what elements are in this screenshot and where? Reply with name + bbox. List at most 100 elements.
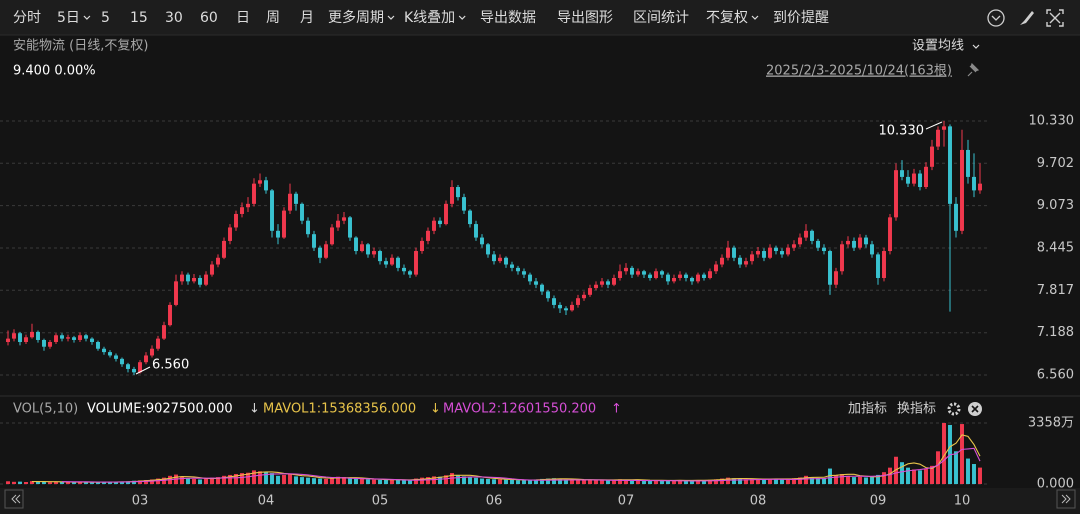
volume-bar bbox=[504, 479, 508, 484]
volume-bar bbox=[438, 476, 442, 484]
toolbar-item[interactable]: 15 bbox=[130, 10, 148, 26]
toolbar-item[interactable]: 到价提醒 bbox=[773, 10, 829, 26]
candle-body bbox=[294, 193, 298, 204]
volume-bar bbox=[966, 458, 970, 484]
fullscreen-icon bbox=[1046, 9, 1064, 27]
toolbar-item[interactable]: 分时 bbox=[13, 10, 41, 26]
ma-setting-button[interactable]: 设置均线 bbox=[912, 39, 980, 54]
indicator-arrow: ↓ bbox=[249, 402, 260, 417]
volume-bar bbox=[678, 480, 682, 484]
volume-bar bbox=[534, 479, 538, 484]
candle-body bbox=[840, 244, 844, 272]
candle-body bbox=[168, 304, 172, 326]
collapse-button[interactable] bbox=[987, 9, 1005, 27]
candle-body bbox=[600, 281, 604, 285]
ma-setting: 设置均线 bbox=[912, 39, 964, 54]
volume-bar bbox=[240, 473, 244, 484]
volume-bar bbox=[570, 479, 574, 484]
candle-body bbox=[354, 237, 358, 252]
candle-body bbox=[792, 244, 796, 248]
candle-body bbox=[144, 355, 148, 363]
candle-body bbox=[828, 251, 832, 285]
candle-body bbox=[516, 267, 520, 272]
pin-icon[interactable] bbox=[967, 62, 980, 77]
candle-body bbox=[468, 210, 472, 225]
volume-bar bbox=[192, 478, 196, 484]
volume-bar bbox=[276, 475, 280, 484]
volume-bar bbox=[642, 480, 646, 484]
toolbar-item[interactable]: 区间统计 bbox=[633, 10, 689, 26]
volume-bar bbox=[318, 478, 322, 484]
volume-bar bbox=[942, 422, 946, 484]
x-tick-label: 07 bbox=[618, 494, 635, 509]
candle-body bbox=[756, 251, 760, 255]
volume-bar bbox=[72, 482, 76, 484]
candle-body bbox=[882, 251, 886, 278]
toolbar-item[interactable]: 5日 bbox=[57, 10, 80, 26]
volume-bar bbox=[468, 477, 472, 484]
candle-body bbox=[90, 338, 94, 342]
volume-bar bbox=[702, 480, 706, 484]
indicator-settings[interactable] bbox=[947, 402, 961, 416]
volume-bar bbox=[726, 477, 730, 484]
toolbar-item[interactable]: 60 bbox=[200, 10, 218, 26]
volume-bar bbox=[432, 476, 436, 484]
toolbar-item[interactable]: 导出数据 bbox=[480, 10, 536, 26]
volume-bar bbox=[606, 480, 610, 484]
volume-bar bbox=[480, 478, 484, 484]
toolbar-item[interactable]: 导出图形 bbox=[557, 10, 613, 26]
candle-body bbox=[810, 230, 814, 241]
volume-bar bbox=[222, 475, 226, 484]
toolbar-item[interactable]: 5 bbox=[101, 10, 110, 26]
x-tick-label: 10 bbox=[954, 494, 971, 509]
toolbar-item[interactable]: 日 bbox=[236, 10, 250, 26]
candle-body bbox=[510, 264, 514, 268]
indicator-button[interactable]: 加指标 bbox=[848, 402, 887, 417]
toolbar-item[interactable]: 月 bbox=[300, 10, 314, 26]
toolbar-item[interactable]: 更多周期 bbox=[328, 9, 384, 26]
candle-body bbox=[222, 240, 226, 258]
volume-bar bbox=[516, 480, 520, 484]
volume-bar bbox=[228, 474, 232, 484]
candle-body bbox=[690, 277, 694, 282]
toolbar-item[interactable]: 周 bbox=[266, 10, 280, 26]
fullscreen-button[interactable] bbox=[1046, 9, 1064, 27]
volume-bar bbox=[522, 480, 526, 484]
scroll-right-button[interactable] bbox=[1056, 489, 1076, 509]
volume-bar bbox=[972, 464, 976, 484]
y-tick-label: 9.073 bbox=[1037, 198, 1074, 213]
candle-body bbox=[528, 274, 532, 282]
volume-bar bbox=[270, 473, 274, 484]
volume-bar bbox=[210, 477, 214, 484]
candle-body bbox=[486, 244, 490, 255]
candle-body bbox=[480, 237, 484, 245]
draw-button[interactable] bbox=[1020, 11, 1034, 25]
toolbar-item[interactable]: K线叠加 bbox=[404, 10, 455, 26]
indicator-close[interactable] bbox=[968, 402, 982, 416]
scroll-left-button[interactable] bbox=[4, 489, 24, 509]
x-tick-label: 03 bbox=[132, 494, 149, 509]
candle-body bbox=[450, 187, 454, 204]
toolbar-item[interactable]: 30 bbox=[165, 10, 183, 26]
y-tick-label: 10.330 bbox=[1029, 113, 1075, 128]
indicator-button[interactable]: 换指标 bbox=[897, 402, 936, 417]
volume-bar bbox=[750, 479, 754, 484]
candle-body bbox=[720, 257, 724, 265]
volume-bar bbox=[924, 468, 928, 484]
candle-body bbox=[546, 291, 550, 299]
scroll-left-frame bbox=[4, 489, 24, 509]
volume-bar bbox=[42, 481, 46, 484]
candle-body bbox=[894, 170, 898, 218]
candle-body bbox=[372, 251, 376, 255]
candle-body bbox=[438, 220, 442, 225]
volume-bar bbox=[420, 477, 424, 484]
toolbar-item[interactable]: 不复权 bbox=[706, 9, 748, 26]
candle-body bbox=[534, 281, 538, 285]
candle-body bbox=[54, 335, 58, 342]
volume-bar bbox=[252, 470, 256, 484]
volume-bar bbox=[870, 477, 874, 484]
volume-bar bbox=[114, 481, 118, 484]
volume-bar bbox=[246, 472, 250, 484]
date-range[interactable]: 2025/2/3-2025/10/24(163根) bbox=[766, 64, 952, 79]
volume-bar bbox=[426, 477, 430, 484]
